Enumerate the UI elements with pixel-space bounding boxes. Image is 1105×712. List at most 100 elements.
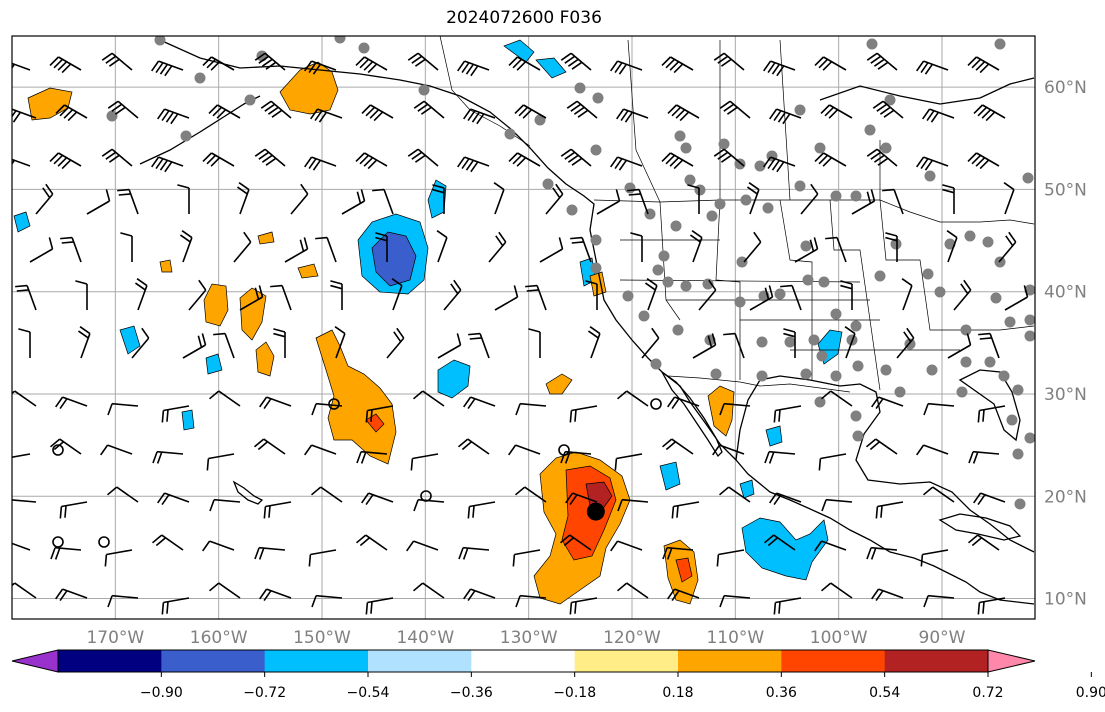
north-america-west-coast (159, 39, 1035, 605)
wind-barb (78, 326, 91, 359)
wind-barb (525, 284, 547, 311)
wind-barb (254, 546, 286, 560)
wind-barb (15, 284, 37, 311)
wind-barb (871, 588, 904, 601)
wind-barb (947, 333, 972, 359)
colorbar-tick-label: −0.36 (450, 685, 493, 701)
wind-barb (896, 327, 915, 359)
wind-barb (410, 453, 439, 471)
wind-barb (106, 486, 139, 503)
wind-barb (763, 534, 796, 551)
wind-barb (560, 450, 592, 464)
observation-dot (622, 290, 634, 302)
observation-dot (1004, 316, 1016, 328)
wind-barb (866, 148, 898, 167)
wind-barb (29, 237, 54, 263)
wind-barb (467, 501, 496, 519)
latitude-label: 40°N (1044, 283, 1087, 303)
wind-barb (820, 104, 853, 119)
wind-barb (35, 183, 54, 215)
colorbar-segment (678, 650, 782, 672)
wind-barb (413, 100, 445, 119)
wind-barb (783, 328, 796, 358)
observation-dot (1012, 384, 1024, 396)
observation-dot (334, 36, 346, 44)
observation-dot (710, 368, 722, 380)
wind-barb (208, 104, 241, 119)
wind-barb (844, 326, 856, 359)
observation-dot (680, 280, 692, 292)
anomaly-contours (13, 39, 843, 605)
wind-barb (458, 546, 490, 560)
positive-anomaly-area (675, 557, 693, 583)
latitude-label: 50°N (1044, 180, 1087, 200)
wind-barb (515, 594, 547, 608)
wind-barb (407, 148, 439, 167)
wind-barb (825, 236, 847, 263)
wind-barb (55, 396, 88, 409)
observation-dot (814, 396, 826, 408)
observation-dot (756, 336, 768, 348)
wind-barb (973, 492, 1006, 505)
wind-barb (237, 182, 250, 215)
wind-barb (55, 104, 88, 122)
observation-dot (762, 202, 774, 214)
positive-anomaly-area (585, 481, 613, 511)
storm-center-marker (586, 502, 605, 521)
observation-dot (794, 104, 806, 116)
wind-barb (457, 60, 490, 77)
longitude-label: 90°W (919, 628, 966, 648)
wind-barb (875, 501, 904, 519)
wind-barb (311, 594, 343, 608)
wind-barb (468, 332, 490, 359)
latitude-label: 30°N (1044, 385, 1087, 405)
colorbar-tick-label: 0.90 (1076, 685, 1105, 701)
observation-dot (574, 82, 586, 94)
observation-dot (652, 264, 664, 276)
observation-dot (874, 270, 886, 282)
observation-dot (592, 92, 604, 104)
wind-barb (151, 534, 184, 551)
observation-dot (818, 276, 830, 288)
negative-anomaly-area (205, 353, 223, 375)
observation-dot (1006, 414, 1018, 426)
wind-barb (610, 156, 643, 171)
wind-barb (977, 597, 1006, 615)
wind-barb (161, 597, 190, 615)
wind-barb (304, 60, 337, 75)
wind-barb (565, 492, 598, 505)
wind-barb (12, 499, 37, 503)
negative-anomaly-area (739, 479, 755, 499)
wind-barb (566, 100, 598, 119)
observation-dot (808, 334, 820, 346)
colorbar-tick-label: −0.18 (553, 685, 596, 701)
observation-dot (956, 386, 968, 398)
wind-barb (570, 236, 592, 263)
longitude-label: 170°W (86, 628, 144, 648)
wind-barb (59, 501, 88, 519)
wind-barb (840, 280, 853, 310)
observation-dot (194, 72, 206, 84)
wind-barb (885, 232, 898, 262)
observation-dot (566, 204, 578, 216)
observation-dot (658, 250, 670, 262)
wind-barb (493, 182, 505, 215)
wind-barb (667, 104, 700, 122)
colorbar-extend-low (11, 649, 59, 673)
wind-barb (310, 108, 343, 123)
observation-dot (922, 268, 934, 280)
wind-barb (18, 328, 31, 358)
wind-barb (560, 148, 592, 167)
wind-barb (851, 189, 876, 215)
wind-barb (107, 402, 139, 416)
wind-barb (946, 230, 958, 263)
colorbar-extend-high (987, 649, 1036, 673)
wind-barb (923, 402, 955, 416)
wind-barb (692, 333, 717, 359)
wind-barb (614, 453, 643, 471)
wind-barb (514, 104, 547, 119)
wind-barb (233, 231, 252, 263)
colorbar-segment (884, 650, 989, 672)
wind-barb (872, 100, 904, 119)
